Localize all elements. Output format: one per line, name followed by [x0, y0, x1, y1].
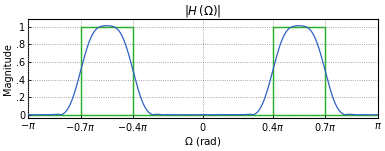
X-axis label: $\Omega$ (rad): $\Omega$ (rad): [184, 135, 222, 148]
Title: $|H\,(\Omega)|$: $|H\,(\Omega)|$: [184, 3, 222, 19]
Y-axis label: Magnitude: Magnitude: [3, 43, 13, 95]
